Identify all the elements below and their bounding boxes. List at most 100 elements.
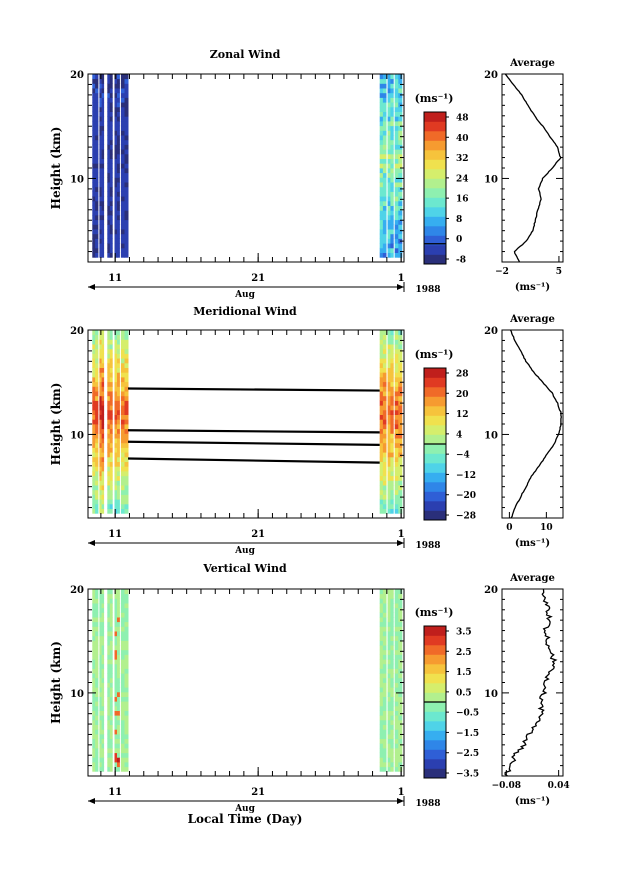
heatmap-cell — [120, 386, 125, 392]
heatmap-cell — [92, 659, 96, 665]
heatmap-cell — [92, 106, 96, 112]
heatmap-cell — [382, 400, 387, 406]
heatmap-cell — [101, 163, 105, 169]
heatmap-cell — [99, 649, 102, 655]
heatmap-cell — [92, 362, 96, 368]
heatmap-cell — [92, 766, 96, 772]
heatmap-cell — [99, 111, 102, 117]
heatmap-cell — [387, 224, 391, 230]
heatmap-cell — [101, 168, 105, 174]
heatmap-cell — [124, 621, 129, 627]
gap-line — [128, 457, 380, 464]
heatmap-cell — [95, 224, 99, 230]
month-arrow-head-left — [88, 540, 95, 546]
heatmap-cell — [124, 182, 129, 188]
heatmap-cell — [120, 88, 125, 94]
heatmap-cell — [398, 438, 403, 444]
heatmap-cell — [387, 74, 391, 80]
heatmap-cell — [92, 377, 96, 383]
heatmap-cell — [107, 738, 111, 744]
heatmap-cell — [109, 663, 113, 669]
heatmap-cell — [101, 673, 105, 679]
heatmap-cell — [107, 97, 111, 103]
heatmap-cell — [387, 121, 391, 127]
heatmap-cell — [99, 701, 102, 707]
heatmap-cell — [99, 424, 102, 430]
heatmap-cell — [114, 748, 118, 754]
heatmap-cell — [101, 97, 105, 103]
heatmap-cell — [379, 186, 384, 192]
heatmap-cell — [394, 334, 399, 340]
heatmap-cell — [124, 210, 129, 216]
heatmap-cell — [92, 238, 96, 244]
heatmap-cell — [107, 252, 111, 258]
heatmap-cell — [107, 617, 111, 623]
heatmap-cell — [379, 353, 384, 359]
heatmap-cell — [117, 219, 120, 225]
heatmap-cell — [117, 247, 120, 253]
heatmap-cell — [398, 405, 403, 411]
heatmap-cell — [390, 205, 394, 211]
heatmap-cell — [387, 494, 391, 500]
heatmap-cell — [379, 424, 384, 430]
heatmap-cell — [92, 339, 96, 345]
heatmap-cell — [394, 419, 399, 425]
heatmap-cell — [379, 139, 384, 145]
heatmap-cell — [394, 247, 399, 253]
heatmap-cell — [117, 409, 120, 415]
heatmap-cell — [398, 489, 403, 495]
heatmap-cell — [109, 710, 113, 716]
colorbar-tick-label: 40 — [456, 134, 469, 144]
heatmap-cell — [107, 715, 111, 721]
heatmap-cell — [117, 414, 120, 420]
heatmap-cell — [387, 456, 391, 462]
heatmap-cell — [390, 508, 394, 514]
heatmap-cell — [398, 733, 403, 739]
heatmap-cell — [117, 400, 120, 406]
heatmap-cell — [124, 130, 129, 136]
heatmap-cell — [109, 598, 113, 604]
gap-line — [128, 440, 380, 446]
heatmap-cell — [117, 177, 120, 183]
colorbar-swatch — [424, 491, 446, 502]
heatmap-cell — [109, 719, 113, 725]
heatmap-cell — [398, 344, 403, 350]
heatmap-cell — [387, 139, 391, 145]
heatmap-cell — [379, 377, 384, 383]
heatmap-cell — [398, 715, 403, 721]
heatmap-cell — [95, 219, 99, 225]
heatmap-cell — [382, 334, 387, 340]
heatmap-cell — [107, 395, 111, 401]
heatmap-cell — [394, 353, 399, 359]
month-label: Aug — [234, 290, 256, 300]
heatmap-cell — [99, 252, 102, 258]
heatmap-cell — [92, 701, 96, 707]
heatmap-cell — [394, 158, 399, 164]
heatmap-cell — [107, 649, 111, 655]
heatmap-cell — [120, 400, 125, 406]
heatmap-cell — [124, 97, 129, 103]
colorbar-swatch — [424, 169, 446, 179]
heatmap-cell — [114, 663, 118, 669]
heatmap-cell — [99, 719, 102, 725]
heatmap-cell — [382, 433, 387, 439]
heatmap-cell — [387, 733, 391, 739]
heatmap-cell — [382, 78, 387, 84]
heatmap-cell — [387, 116, 391, 122]
colorbar-swatch — [424, 216, 446, 227]
heatmap-cell — [109, 757, 113, 763]
heatmap-cell — [387, 659, 391, 665]
heatmap-cell — [95, 617, 99, 623]
heatmap-cell — [114, 438, 118, 444]
heatmap-cell — [114, 358, 118, 364]
heatmap-cell — [107, 247, 111, 253]
heatmap-cell — [390, 762, 394, 768]
heatmap-cell — [109, 238, 113, 244]
heatmap-cell — [99, 182, 102, 188]
heatmap-cell — [124, 719, 129, 725]
heatmap-cell — [394, 330, 399, 336]
heatmap-cell — [101, 503, 105, 509]
heatmap-cell — [387, 92, 391, 98]
heatmap-cell — [117, 480, 120, 486]
